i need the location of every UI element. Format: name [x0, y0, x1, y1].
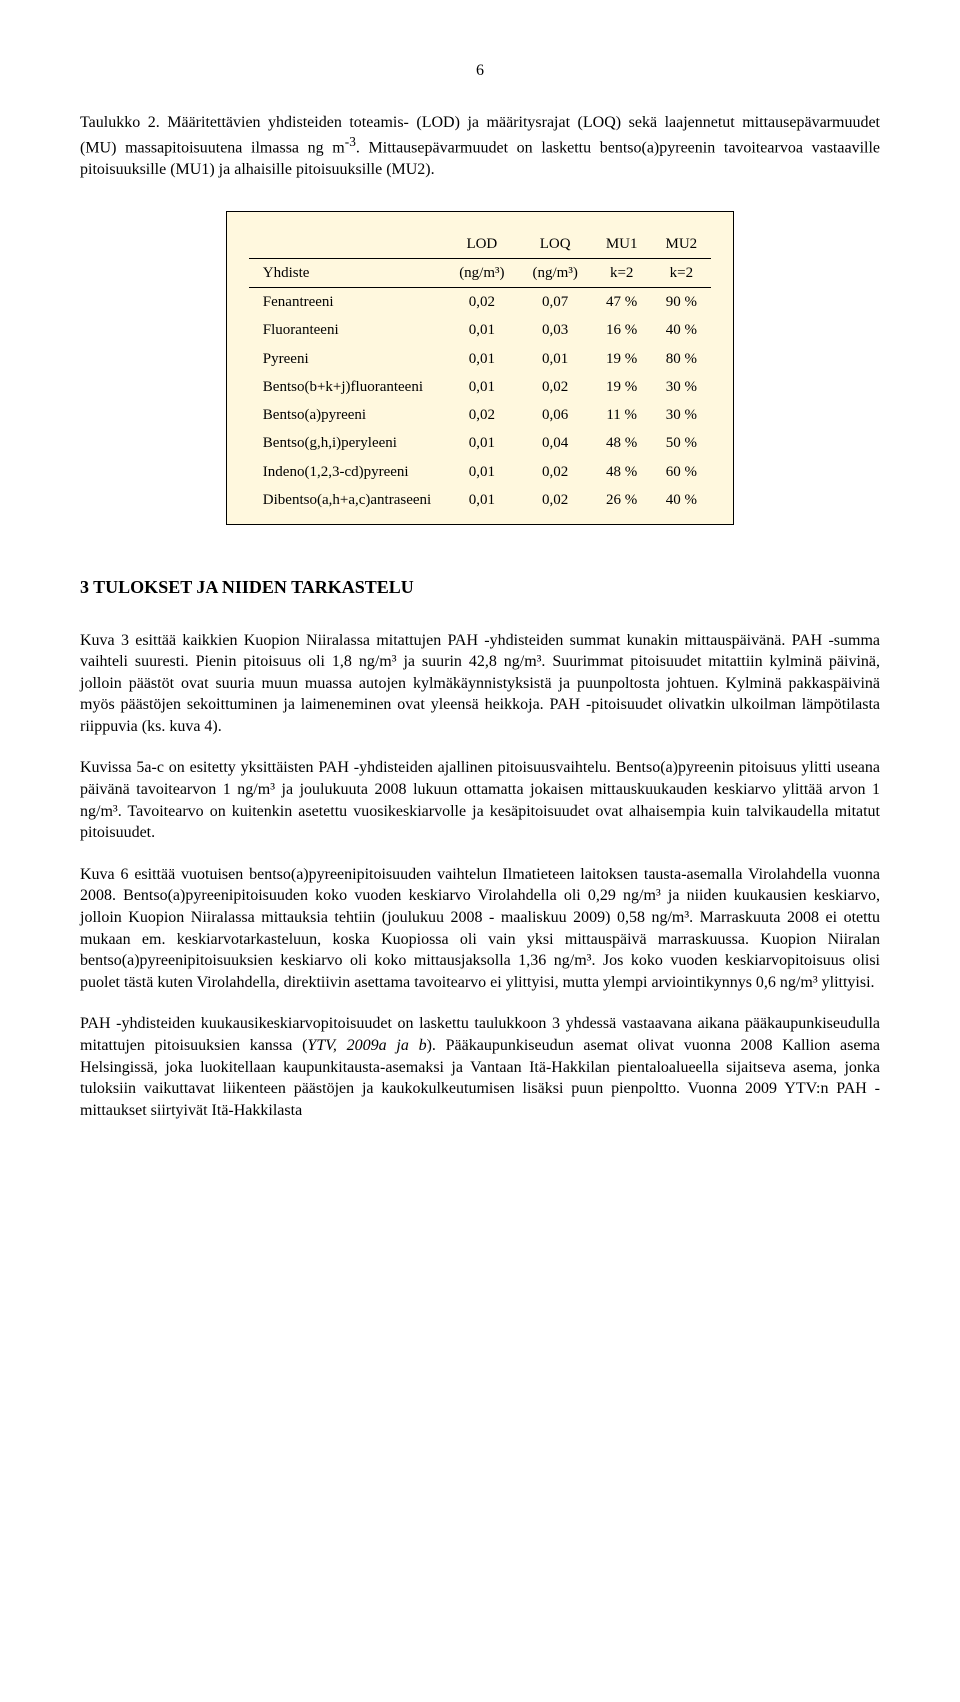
value-cell: 0,07 — [519, 288, 592, 317]
value-cell: 16 % — [592, 316, 652, 344]
table-header-row-1: LOD LOQ MU1 MU2 — [249, 230, 711, 259]
value-cell: 40 % — [652, 486, 712, 514]
table-caption: Taulukko 2. Määritettävien yhdisteiden t… — [80, 112, 880, 181]
value-cell: 50 % — [652, 429, 712, 457]
compound-cell: Indeno(1,2,3-cd)pyreeni — [249, 458, 445, 486]
compound-cell: Pyreeni — [249, 345, 445, 373]
value-cell: 0,06 — [519, 401, 592, 429]
section-heading: 3 TULOKSET JA NIIDEN TARKASTELU — [80, 575, 880, 599]
table-row: Fenantreeni0,020,0747 %90 % — [249, 288, 711, 317]
caption-sup: -3 — [345, 134, 356, 149]
value-cell: 48 % — [592, 458, 652, 486]
value-cell: 0,03 — [519, 316, 592, 344]
compound-cell: Bentso(b+k+j)fluoranteeni — [249, 373, 445, 401]
th-mu2: MU2 — [652, 230, 712, 259]
paragraph-2: Kuvissa 5a-c on esitetty yksittäisten PA… — [80, 757, 880, 843]
value-cell: 19 % — [592, 373, 652, 401]
table-row: Indeno(1,2,3-cd)pyreeni0,010,0248 %60 % — [249, 458, 711, 486]
value-cell: 0,02 — [445, 401, 518, 429]
value-cell: 0,02 — [519, 486, 592, 514]
value-cell: 0,02 — [519, 373, 592, 401]
th-lod: LOD — [445, 230, 518, 259]
table-row: Fluoranteeni0,010,0316 %40 % — [249, 316, 711, 344]
value-cell: 0,01 — [445, 486, 518, 514]
table-body: Fenantreeni0,020,0747 %90 %Fluoranteeni0… — [249, 288, 711, 515]
compound-cell: Bentso(g,h,i)peryleeni — [249, 429, 445, 457]
value-cell: 11 % — [592, 401, 652, 429]
value-cell: 0,01 — [519, 345, 592, 373]
value-cell: 47 % — [592, 288, 652, 317]
value-cell: 0,01 — [445, 316, 518, 344]
table-row: Bentso(a)pyreeni0,020,0611 %30 % — [249, 401, 711, 429]
value-cell: 0,02 — [445, 288, 518, 317]
value-cell: 30 % — [652, 401, 712, 429]
th-loq: LOQ — [519, 230, 592, 259]
th-mu1-k: k=2 — [592, 258, 652, 287]
compound-cell: Dibentso(a,h+a,c)antraseeni — [249, 486, 445, 514]
value-cell: 40 % — [652, 316, 712, 344]
table-row: Bentso(g,h,i)peryleeni0,010,0448 %50 % — [249, 429, 711, 457]
th-yhdiste: Yhdiste — [249, 258, 445, 287]
value-cell: 60 % — [652, 458, 712, 486]
caption-prefix: Taulukko 2. — [80, 114, 160, 131]
table-row: Bentso(b+k+j)fluoranteeni0,010,0219 %30 … — [249, 373, 711, 401]
para4-ref: YTV, 2009a ja b — [307, 1037, 426, 1054]
value-cell: 0,01 — [445, 458, 518, 486]
paragraph-1: Kuva 3 esittää kaikkien Kuopion Niiralas… — [80, 630, 880, 738]
paragraph-3: Kuva 6 esittää vuotuisen bentso(a)pyreen… — [80, 864, 880, 994]
value-cell: 80 % — [652, 345, 712, 373]
value-cell: 0,01 — [445, 345, 518, 373]
table-header-row-2: Yhdiste (ng/m³) (ng/m³) k=2 k=2 — [249, 258, 711, 287]
value-cell: 0,01 — [445, 429, 518, 457]
value-cell: 0,01 — [445, 373, 518, 401]
compound-cell: Fluoranteeni — [249, 316, 445, 344]
page-number: 6 — [80, 60, 880, 82]
value-cell: 0,04 — [519, 429, 592, 457]
th-mu1: MU1 — [592, 230, 652, 259]
data-table-wrap: LOD LOQ MU1 MU2 Yhdiste (ng/m³) (ng/m³) … — [226, 211, 734, 526]
th-loq-unit: (ng/m³) — [519, 258, 592, 287]
th-blank — [249, 230, 445, 259]
value-cell: 48 % — [592, 429, 652, 457]
value-cell: 0,02 — [519, 458, 592, 486]
th-mu2-k: k=2 — [652, 258, 712, 287]
value-cell: 26 % — [592, 486, 652, 514]
th-lod-unit: (ng/m³) — [445, 258, 518, 287]
table-row: Pyreeni0,010,0119 %80 % — [249, 345, 711, 373]
compound-cell: Bentso(a)pyreeni — [249, 401, 445, 429]
value-cell: 30 % — [652, 373, 712, 401]
compound-cell: Fenantreeni — [249, 288, 445, 317]
paragraph-4: PAH -yhdisteiden kuukausikeskiarvopitois… — [80, 1013, 880, 1121]
value-cell: 90 % — [652, 288, 712, 317]
value-cell: 19 % — [592, 345, 652, 373]
table-row: Dibentso(a,h+a,c)antraseeni0,010,0226 %4… — [249, 486, 711, 514]
compounds-table: LOD LOQ MU1 MU2 Yhdiste (ng/m³) (ng/m³) … — [249, 230, 711, 515]
